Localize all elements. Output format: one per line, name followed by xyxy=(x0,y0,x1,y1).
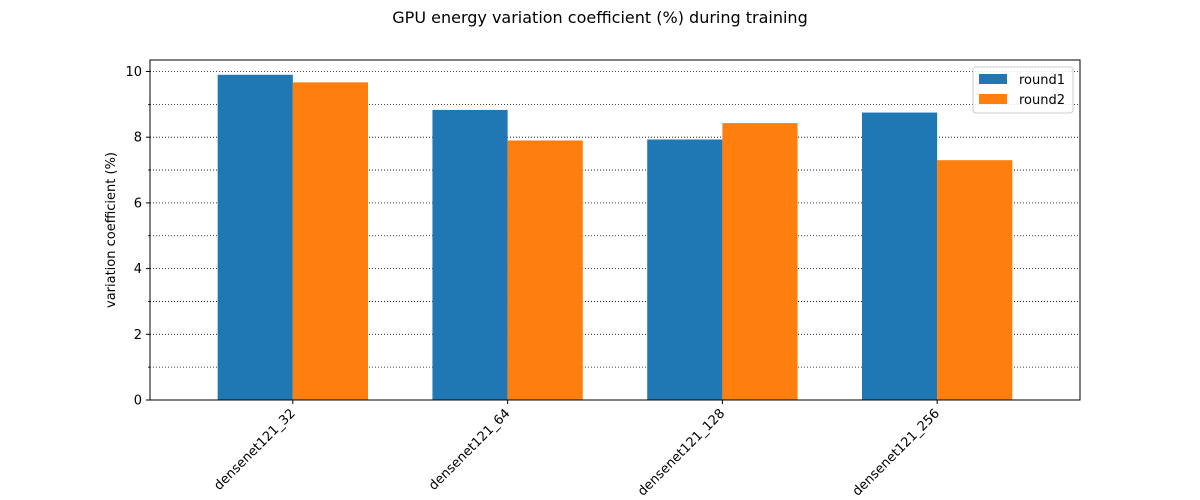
y-axis-label: variation coefficient (%) xyxy=(104,152,119,308)
legend-label-round2: round2 xyxy=(1019,93,1065,108)
chart-title: GPU energy variation coefficient (%) dur… xyxy=(392,8,807,27)
y-tick-label: 4 xyxy=(134,262,142,277)
bar-round1-densenet121_256 xyxy=(861,112,938,400)
legend-swatch-round1 xyxy=(979,74,1007,84)
bar-round2-densenet121_256 xyxy=(937,160,1013,400)
bar-round2-densenet121_32 xyxy=(292,82,369,400)
bar-round2-densenet121_128 xyxy=(722,123,798,401)
y-tick-label: 2 xyxy=(134,328,142,343)
bar-round1-densenet121_128 xyxy=(647,139,723,400)
legend: round1 round2 xyxy=(972,66,1074,114)
plot-frame xyxy=(149,59,1081,401)
bars xyxy=(217,74,1013,401)
legend-swatch-round2 xyxy=(979,94,1007,104)
y-tick-label: 10 xyxy=(125,65,142,80)
bar-round2-densenet121_64 xyxy=(507,140,583,400)
y-tick-label: 0 xyxy=(134,394,142,409)
y-tick-label: 6 xyxy=(134,196,142,211)
y-tick-label: 8 xyxy=(134,131,142,146)
y-axis-ticks: 0 2 4 6 8 10 xyxy=(125,65,150,409)
legend-label-round1: round1 xyxy=(1019,73,1065,88)
bar-round1-densenet121_64 xyxy=(432,109,508,400)
bar-round1-densenet121_32 xyxy=(217,74,293,401)
